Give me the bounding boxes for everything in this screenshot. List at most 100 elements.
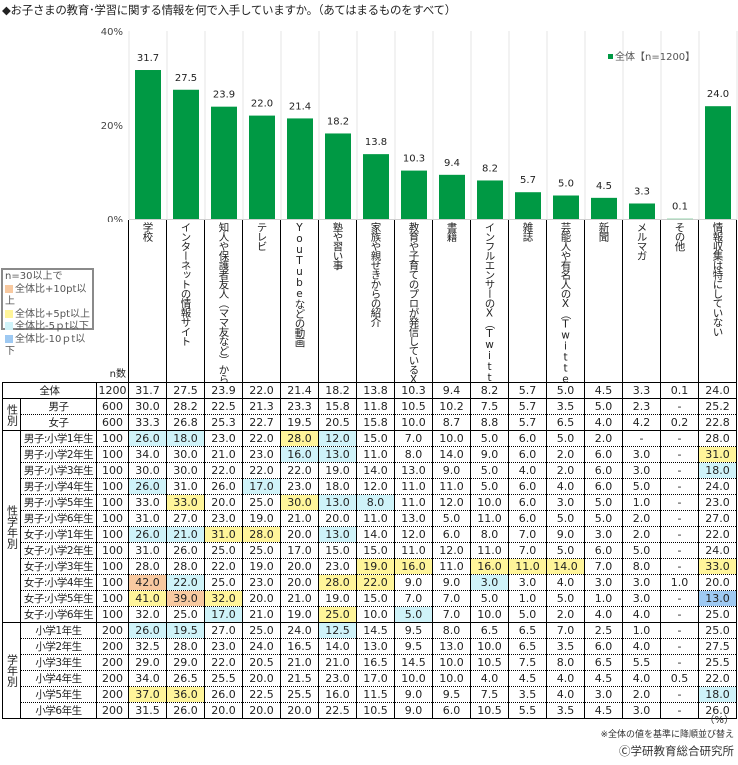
- value-cell: 28.2: [166, 398, 205, 415]
- value-cell: 21.5: [280, 670, 319, 687]
- value-cell: 9.0: [432, 574, 471, 591]
- value-cell: 17.0: [280, 542, 319, 559]
- value-cell: 11.0: [470, 542, 509, 559]
- n-count: 100: [96, 446, 129, 463]
- value-cell: 12.0: [432, 494, 471, 511]
- value-cell: 18.0: [166, 430, 205, 447]
- value-cell: 10.5: [470, 654, 509, 671]
- table-row: 小学3年生 200 29.0 29.0 22.0 20.5 21.0 21.0 16.5 14.5…: [3, 654, 737, 671]
- data-label: 4.5: [596, 181, 612, 192]
- value-cell: 28.0: [166, 638, 205, 655]
- value-cell: 20.0: [280, 526, 319, 543]
- value-cell: 26.0: [128, 622, 167, 639]
- category-header: インターネットの情報サイト: [166, 220, 205, 383]
- category-header: 芸能人や有名人のX（Twitter）やインスタグラムなどのSNS: [546, 220, 585, 383]
- value-cell: 2.0: [546, 606, 585, 623]
- value-cell: 5.0: [470, 478, 509, 495]
- value-cell: 20.0: [204, 494, 243, 511]
- row-label: 小学4年生: [20, 670, 97, 687]
- value-cell: 5.0: [394, 606, 433, 623]
- value-cell: 5.0: [508, 606, 547, 623]
- value-cell: 12.0: [394, 526, 433, 543]
- value-cell: 6.5: [546, 414, 585, 431]
- value-cell: 10.0: [470, 606, 509, 623]
- value-cell: 9.0: [470, 446, 509, 463]
- value-cell: 14.5: [394, 654, 433, 671]
- value-cell: 4.0: [584, 414, 623, 431]
- value-cell: 13.0: [356, 638, 395, 655]
- value-cell: 6.0: [508, 510, 547, 527]
- n-count: 1200: [96, 382, 129, 399]
- value-cell: 6.0: [584, 446, 623, 463]
- value-cell: 26.0: [128, 430, 167, 447]
- value-cell: 22.0: [242, 382, 281, 399]
- value-cell: 6.0: [432, 702, 471, 719]
- value-cell: 29.0: [128, 654, 167, 671]
- value-cell: 9.0: [432, 462, 471, 479]
- value-cell: 19.0: [242, 510, 281, 527]
- value-cell: 7.0: [508, 526, 547, 543]
- value-cell: 10.0: [470, 638, 509, 655]
- highlight-legend-label: 全体比-5ｐt以下: [15, 321, 89, 332]
- value-cell: 20.5: [242, 654, 281, 671]
- bar: [401, 170, 427, 219]
- value-cell: 6.0: [508, 446, 547, 463]
- value-cell: 22.0: [698, 670, 737, 687]
- value-cell: 22.0: [356, 574, 395, 591]
- table-row: 全体 1200 31.7 27.5 23.9 22.0 21.4 18.2 13.8 10.3 9.…: [2, 382, 737, 399]
- value-cell: 20.0: [242, 702, 281, 719]
- value-cell: 2.0: [622, 686, 661, 703]
- value-cell: 22.5: [204, 398, 243, 415]
- value-cell: 28.0: [318, 574, 357, 591]
- value-cell: 7.5: [470, 398, 509, 415]
- value-cell: 7.5: [470, 686, 509, 703]
- n-count: 200: [96, 686, 129, 703]
- value-cell: 5.0: [546, 430, 585, 447]
- table-row: 女子:小学5年生 100 41.0 39.0 32.0 20.0 21.0 19.0 15.0 7…: [3, 590, 737, 607]
- row-label: 小学1年生: [20, 622, 97, 639]
- value-cell: 14.0: [318, 638, 357, 655]
- value-cell: 10.5: [394, 398, 433, 415]
- value-cell: 32.5: [128, 638, 167, 655]
- data-label: 22.0: [251, 99, 273, 110]
- category-header: その他: [660, 220, 699, 383]
- value-cell: 0.2: [660, 414, 699, 431]
- value-cell: 24.0: [280, 622, 319, 639]
- value-cell: 34.0: [128, 670, 167, 687]
- value-cell: 22.7: [242, 414, 281, 431]
- value-cell: 23.0: [318, 670, 357, 687]
- value-cell: 7.0: [508, 542, 547, 559]
- value-cell: 23.0: [204, 510, 243, 527]
- value-cell: 26.0: [698, 702, 737, 719]
- value-cell: 15.0: [356, 542, 395, 559]
- n-count-header: n数: [109, 369, 126, 380]
- highlight-legend-item: 全体比-5ｐt以下: [5, 321, 92, 334]
- value-cell: 23.0: [242, 446, 281, 463]
- value-cell: -: [660, 542, 699, 559]
- value-cell: 21.0: [280, 590, 319, 607]
- value-cell: 32.0: [128, 606, 167, 623]
- value-cell: 5.0: [622, 478, 661, 495]
- value-cell: 27.5: [698, 638, 737, 655]
- row-label: 小学5年生: [20, 686, 97, 703]
- value-cell: 4.5: [584, 702, 623, 719]
- value-cell: 8.0: [356, 494, 395, 511]
- y-tick-label: 40%: [101, 27, 123, 38]
- bar: [135, 70, 161, 219]
- n-count: 200: [96, 638, 129, 655]
- value-cell: 21.0: [280, 510, 319, 527]
- value-cell: 9.0: [394, 702, 433, 719]
- value-cell: 13.0: [432, 638, 471, 655]
- value-cell: 17.0: [204, 606, 243, 623]
- value-cell: -: [660, 526, 699, 543]
- bar: [249, 115, 275, 219]
- value-cell: 23.3: [280, 398, 319, 415]
- row-label: 女子:小学2年生: [20, 542, 97, 559]
- value-cell: 22.0: [204, 654, 243, 671]
- row-label: 男子:小学3年生: [20, 462, 97, 479]
- value-cell: 22.0: [242, 462, 281, 479]
- value-cell: 9.4: [432, 382, 471, 399]
- value-cell: 6.0: [508, 478, 547, 495]
- value-cell: 5.0: [470, 430, 509, 447]
- value-cell: -: [660, 462, 699, 479]
